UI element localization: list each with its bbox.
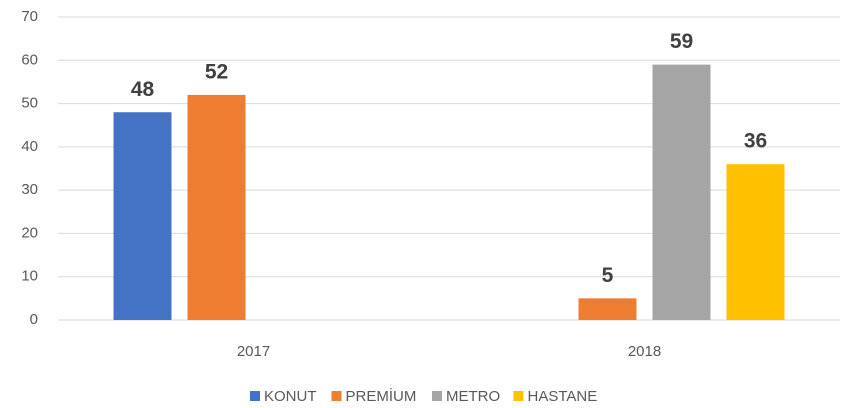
y-tick-label: 60 — [21, 51, 38, 68]
y-tick-label: 0 — [30, 311, 38, 328]
value-label: 48 — [131, 78, 155, 101]
legend-swatch — [513, 391, 524, 401]
legend-swatch — [331, 391, 342, 401]
y-tick-label: 10 — [21, 268, 38, 285]
legend-label: PREMİUM — [346, 387, 417, 405]
bar — [187, 94, 246, 321]
value-label: 59 — [670, 30, 693, 53]
x-tick-label: 2017 — [237, 343, 270, 360]
y-tick-label: 40 — [21, 138, 38, 155]
bar — [652, 64, 711, 320]
y-tick-label: 50 — [21, 95, 38, 112]
legend-swatch — [250, 391, 260, 401]
value-label: 5 — [602, 264, 614, 287]
value-label: 36 — [744, 130, 767, 153]
bar — [578, 298, 637, 320]
legend-label: HASTANE — [528, 388, 598, 405]
x-tick-label: 2018 — [628, 343, 661, 360]
bar — [113, 112, 172, 320]
y-tick-label: 30 — [21, 181, 38, 198]
legend-label: KONUT — [264, 388, 317, 405]
legend-swatch — [432, 391, 442, 401]
value-label: 52 — [205, 60, 228, 83]
y-tick-label: 20 — [21, 224, 38, 241]
y-tick-label: 70 — [21, 8, 38, 25]
bar — [726, 164, 785, 320]
legend-label: METRO — [446, 388, 500, 405]
